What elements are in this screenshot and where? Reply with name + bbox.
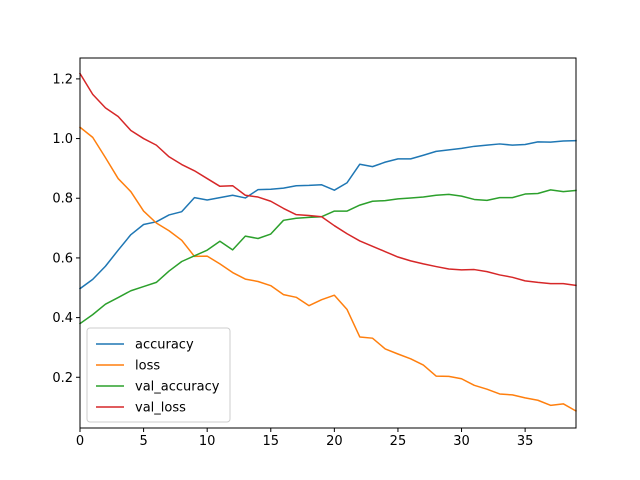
- legend-label-accuracy: accuracy: [135, 338, 194, 353]
- series-line-val-accuracy: [78, 189, 577, 325]
- x-axis: 0 5 10 15 20 25 30 35: [76, 428, 534, 449]
- plot-area-frame: [79, 57, 577, 429]
- y-tick-label: 1.0: [52, 132, 73, 147]
- legend-label-val-loss: val_loss: [135, 401, 186, 416]
- x-tick-label: 25: [390, 434, 407, 449]
- y-tick-label: 0.2: [52, 371, 73, 386]
- x-tick-label: 20: [326, 434, 343, 449]
- y-tick-label: 0.6: [52, 251, 73, 266]
- x-tick-label: 35: [517, 434, 534, 449]
- x-tick-label: 30: [453, 434, 470, 449]
- y-tick-label: 0.4: [52, 311, 73, 326]
- series-line-loss: [78, 126, 578, 413]
- series-layer: [78, 72, 578, 413]
- x-tick-label: 5: [139, 434, 147, 449]
- legend-box: [86, 327, 231, 423]
- series-line-val-loss: [78, 72, 577, 287]
- x-tick-label: 15: [262, 434, 279, 449]
- y-tick-label: 1.2: [52, 72, 73, 87]
- legend-label-loss: loss: [135, 359, 160, 374]
- series-line-accuracy: [78, 139, 577, 290]
- x-tick-label: 10: [199, 434, 216, 449]
- y-axis: 0.2 0.4 0.6 0.8 1.0 1.2: [52, 72, 80, 386]
- x-tick-label: 0: [76, 434, 84, 449]
- legend: accuracy loss val_accuracy val_loss: [86, 327, 231, 423]
- legend-label-val-accuracy: val_accuracy: [135, 380, 220, 395]
- y-tick-label: 0.8: [52, 192, 73, 207]
